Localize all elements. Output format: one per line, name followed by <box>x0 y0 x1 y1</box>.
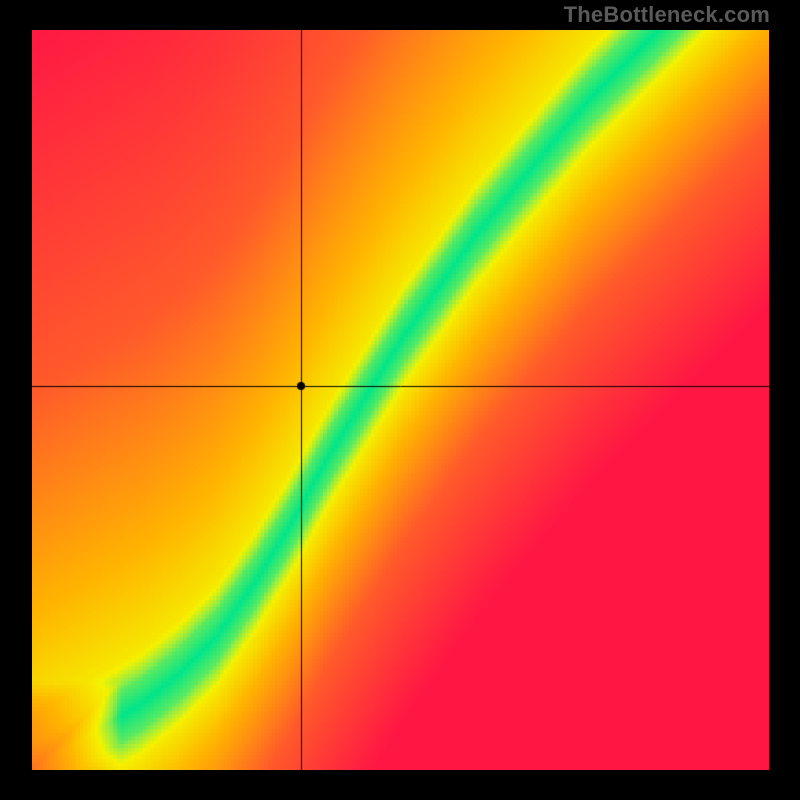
watermark-text: TheBottleneck.com <box>564 2 770 28</box>
crosshair-overlay <box>32 30 769 770</box>
chart-container: TheBottleneck.com <box>0 0 800 800</box>
